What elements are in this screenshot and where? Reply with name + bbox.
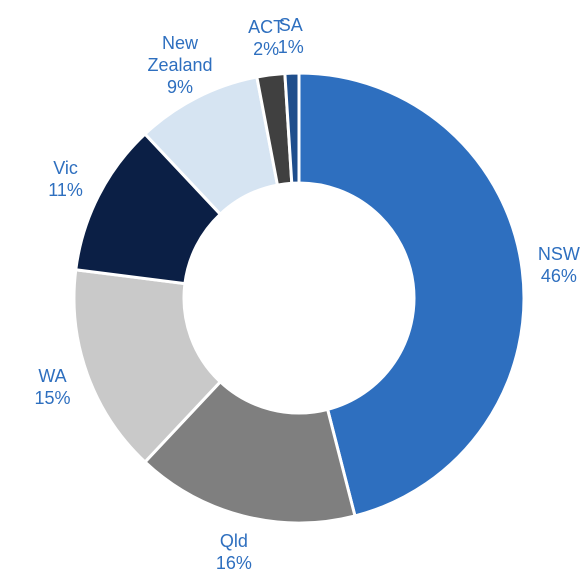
value-label: 46% — [540, 266, 577, 287]
value-label: 1% — [277, 37, 304, 58]
category-label: ACT — [248, 17, 285, 38]
slice-label: NSW 46% — [514, 243, 583, 287]
category-label: Vic — [53, 158, 78, 179]
category-label: WA — [38, 365, 67, 386]
value-label: 15% — [34, 387, 71, 408]
value-label: 9% — [167, 76, 194, 97]
slice-label: ACT 2% — [221, 16, 311, 60]
slice — [297, 71, 526, 518]
slice-label: New Zealand 9% — [135, 32, 225, 98]
slice-label: Vic 11% — [21, 157, 111, 201]
category-label: NSW — [537, 244, 580, 265]
slice-label: WA 15% — [7, 365, 97, 409]
slice-label: Qld 16% — [189, 530, 279, 573]
category-label: SA — [278, 15, 303, 36]
value-label: 11% — [48, 180, 83, 201]
category-label: Qld — [219, 530, 248, 551]
slice — [283, 71, 301, 185]
slice-label: SA 1% — [246, 14, 336, 58]
value-label: 2% — [253, 39, 280, 60]
category-label: New Zealand — [147, 32, 213, 75]
slice — [142, 379, 357, 525]
value-label: 16% — [215, 552, 252, 573]
